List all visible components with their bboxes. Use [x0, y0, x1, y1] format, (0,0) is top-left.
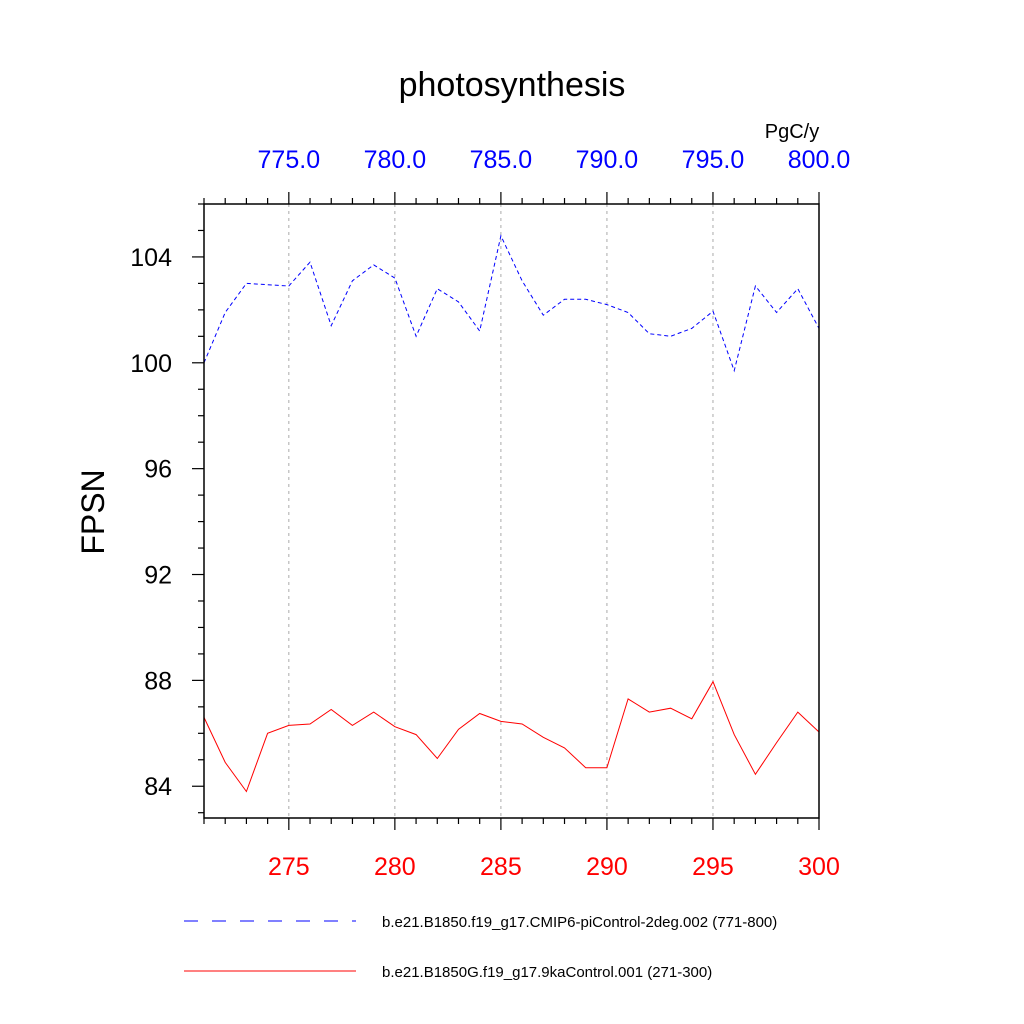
- bottom-axis-tick-label: 280: [374, 853, 416, 881]
- bottom-axis-tick-label: 290: [586, 853, 628, 881]
- bottom-axis-tick-label: 295: [692, 853, 734, 881]
- y-tick-label: 96: [144, 456, 172, 484]
- top-axis-tick-label: 780.0: [364, 146, 427, 174]
- top-axis-tick-label: 785.0: [470, 146, 533, 174]
- y-tick-label: 104: [130, 244, 172, 272]
- bottom-axis-tick-label: 300: [798, 853, 840, 881]
- bottom-axis-tick-label: 275: [268, 853, 310, 881]
- top-axis-tick-label: 795.0: [682, 146, 745, 174]
- top-axis: 775.0 780.0 785.0 790.0 795.0 800.0: [203, 146, 851, 204]
- bottom-axis-tick-label: 285: [480, 853, 522, 881]
- legend: b.e21.B1850.f19_g17.CMIP6-piControl-2deg…: [184, 914, 777, 981]
- y-axis-label: FPSN: [75, 469, 111, 554]
- bottom-axis: 275 280 285 290 295 300: [203, 818, 840, 881]
- y-tick-label: 100: [130, 350, 172, 378]
- plot-frame: [203, 203, 820, 819]
- units-label: PgC/y: [765, 121, 819, 143]
- legend-label-1: b.e21.B1850.f19_g17.CMIP6-piControl-2deg…: [382, 914, 777, 931]
- series-layer: [203, 234, 820, 793]
- top-axis-tick-label: 790.0: [576, 146, 639, 174]
- series-line-2: [203, 680, 820, 793]
- top-axis-tick-label: 800.0: [788, 146, 851, 174]
- y-tick-label: 92: [144, 562, 172, 590]
- y-tick-label: 88: [144, 667, 172, 695]
- chart-title: photosynthesis: [399, 66, 626, 104]
- y-tick-label: 84: [144, 773, 172, 801]
- series-line-1: [203, 234, 820, 373]
- legend-label-2: b.e21.B1850G.f19_g17.9kaControl.001 (271…: [382, 964, 712, 981]
- top-axis-tick-label: 775.0: [258, 146, 321, 174]
- left-axis: 84 88 92 96 100 104: [130, 203, 204, 814]
- grid-lines: [288, 204, 714, 818]
